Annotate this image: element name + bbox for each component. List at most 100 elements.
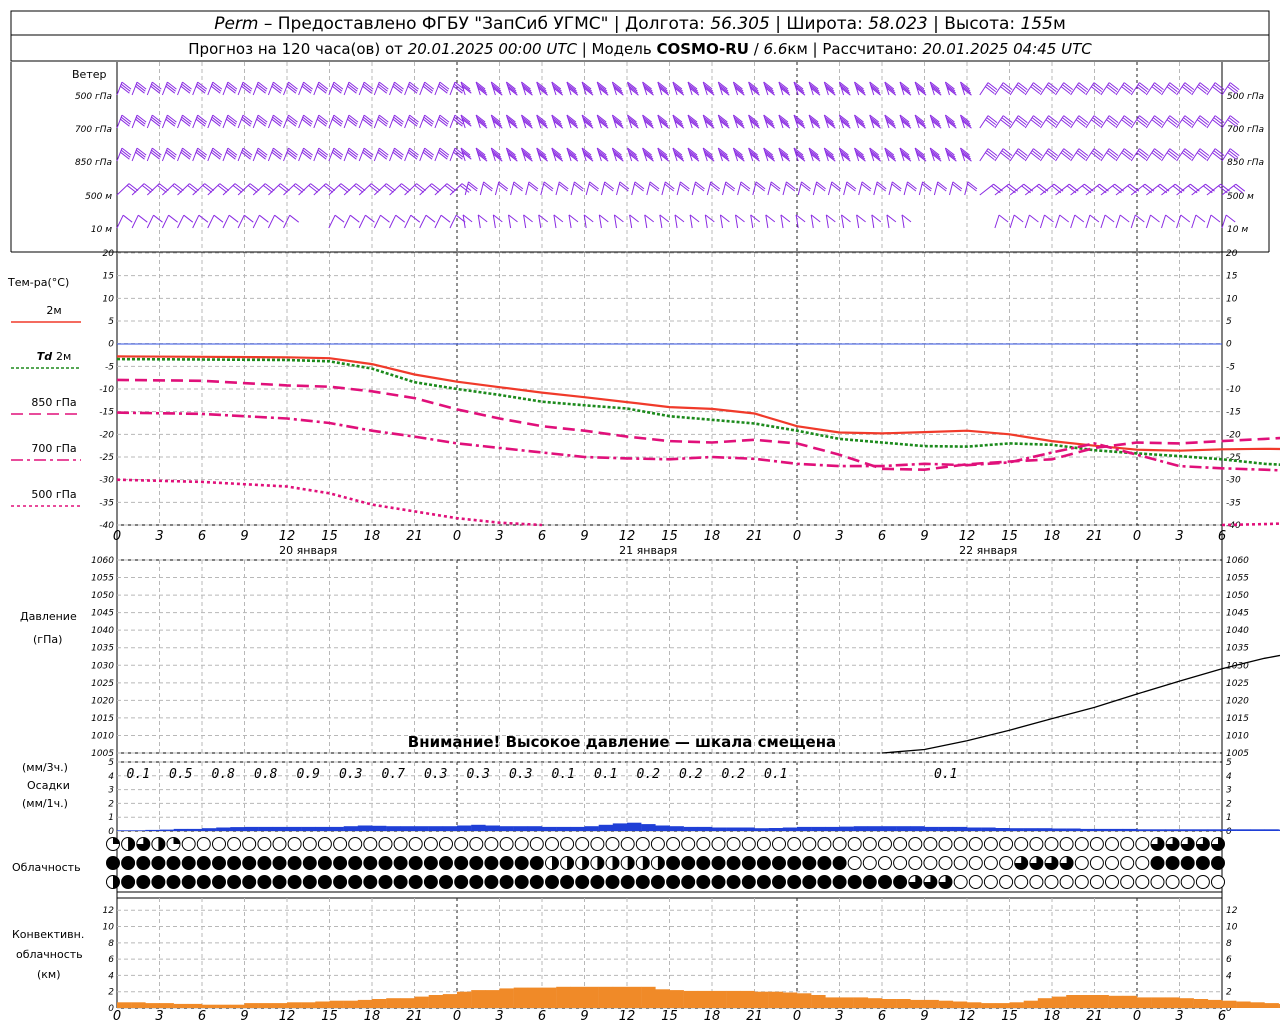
- wind-barb-0-45: [793, 81, 806, 96]
- conv-tick-right-0: 12: [1226, 906, 1238, 916]
- temp-tick-left-3: 5: [108, 317, 114, 327]
- hour-label-bottom-25: 3: [1175, 1009, 1183, 1024]
- convective-bar-62: [995, 1003, 1010, 1008]
- wind-barb-0-47: [823, 81, 836, 96]
- pres-tick-left-9: 1015: [91, 714, 114, 724]
- cloud-symbol-2-44: [772, 875, 786, 889]
- wind-barb-4-41: [735, 214, 745, 229]
- wind-barb-2-62: [1055, 148, 1074, 162]
- precip-bar-62: [995, 828, 1010, 831]
- wind-barb-0-69: [1161, 82, 1180, 96]
- legend-label-text-0: 2м: [46, 304, 61, 317]
- wind-barb-4-27: [523, 214, 533, 229]
- wind-barb-2-68: [1145, 148, 1164, 162]
- wind-barb-3-63: [1070, 183, 1094, 196]
- precip-bar-80: [1250, 829, 1265, 831]
- convective-bar-34: [598, 986, 614, 1008]
- precip-bar-69: [1094, 828, 1109, 831]
- wind-barb-2-54: [929, 147, 942, 162]
- cloud-symbol-2-30: [560, 875, 575, 889]
- wind-barb-3-29: [555, 181, 569, 196]
- cloud-symbol-0-30: [560, 837, 575, 851]
- wind-barb-2-66: [1115, 148, 1134, 162]
- cloud-symbol-0-67: [1120, 837, 1135, 851]
- legend-label-4: 500 гПа: [31, 488, 76, 501]
- precip-bar-24: [457, 825, 472, 831]
- wind-barb-1-42: [748, 114, 760, 129]
- precip-3h-value-8: 0.3: [467, 767, 490, 782]
- wind-barb-2-7: [222, 147, 238, 162]
- hour-label-top-19: 9: [920, 529, 928, 544]
- wind-barb-0-71: [1191, 82, 1210, 96]
- cloud-symbol-2-49: [847, 875, 862, 889]
- cloud-symbol-1-30: [560, 856, 575, 870]
- convective-bar-69: [1094, 995, 1109, 1008]
- cloud-symbol-2-47: [817, 875, 832, 889]
- cloud-symbol-0-42: [741, 837, 756, 851]
- wind-barb-0-52: [899, 81, 912, 96]
- wind-level-label-right-0: 500 гПа: [1227, 92, 1264, 102]
- convective-bar-22: [428, 995, 444, 1008]
- cloud-symbol-1-45: [787, 856, 802, 870]
- convective-bar-5: [187, 1003, 203, 1008]
- wind-barb-2-6: [207, 147, 223, 162]
- wind-barb-2-50: [869, 147, 882, 162]
- temp-tick-right-4: 0: [1226, 340, 1232, 350]
- wind-barb-4-23: [462, 214, 473, 229]
- wind-barb-2-67: [1130, 148, 1149, 162]
- wind-barb-4-71: [1191, 214, 1206, 229]
- cloud-symbol-0-55: [938, 837, 953, 851]
- cloud-symbol-1-13: [302, 856, 317, 870]
- precip-bar-63: [1009, 828, 1024, 831]
- cloud-symbol-2-52: [893, 875, 908, 889]
- pres-tick-right-1: 1055: [1226, 574, 1249, 584]
- wind-barb-0-0: [116, 81, 132, 96]
- header-part-5: | Высота:: [928, 14, 1021, 34]
- wind-barb-3-34: [631, 181, 645, 196]
- convective-bar-59: [952, 1001, 968, 1008]
- temp-tick-left-7: -15: [99, 408, 114, 418]
- header-part-4: /: [749, 40, 764, 58]
- hour-label-top-3: 9: [240, 529, 248, 544]
- wind-barb-0-37: [672, 81, 685, 96]
- wind-barb-0-4: [177, 81, 192, 96]
- prec-tick-right-0: 5: [1226, 758, 1232, 768]
- wind-barb-4-61: [1039, 214, 1054, 229]
- pres-tick-left-11: 1005: [91, 749, 114, 759]
- convective-bar-14: [315, 1001, 330, 1008]
- convective-bar-8: [230, 1004, 245, 1008]
- cloud-symbol-1-19: [393, 856, 408, 870]
- cloud-symbol-1-18: [378, 856, 393, 870]
- wind-barb-0-62: [1055, 82, 1074, 96]
- wind-barb-1-48: [838, 114, 851, 129]
- precip-3h-value-7: 0.3: [424, 767, 447, 782]
- hour-label-bottom-1: 3: [155, 1009, 163, 1024]
- convective-bar-9: [244, 1003, 259, 1008]
- cloud-symbol-1-10: [257, 856, 272, 870]
- wind-barb-2-29: [551, 147, 564, 162]
- hour-label-top-24: 0: [1133, 529, 1141, 544]
- pressure-panel-title: Давление: [20, 610, 77, 623]
- wind-barb-1-13: [313, 114, 329, 129]
- wind-barb-2-43: [763, 147, 776, 162]
- precip-bar-15: [329, 826, 344, 831]
- cloud-symbol-0-0: [106, 837, 120, 851]
- header-part-6: км | Рассчитано:: [787, 40, 922, 58]
- wind-barb-1-24: [475, 114, 488, 129]
- legend-label-0: 2м: [46, 304, 61, 317]
- wind-level-label-left-2: 850 гПа: [75, 158, 112, 168]
- wind-barb-4-7: [222, 214, 239, 229]
- wind-barb-0-19: [404, 81, 419, 96]
- cloud-symbol-2-41: [726, 875, 741, 889]
- precip-bars: [117, 822, 1280, 831]
- wind-barb-4-2: [146, 214, 163, 229]
- precip-bar-52: [853, 826, 869, 831]
- wind-barb-0-67: [1130, 82, 1149, 96]
- precip-bar-47: [782, 827, 798, 831]
- hour-label-bottom-5: 15: [321, 1009, 338, 1024]
- precip-bar-19: [386, 826, 401, 831]
- cloud-symbol-1-67: [1120, 856, 1135, 870]
- wind-barb-3-46: [812, 181, 826, 196]
- wind-barb-4-49: [856, 214, 866, 229]
- wind-barb-0-26: [505, 81, 518, 96]
